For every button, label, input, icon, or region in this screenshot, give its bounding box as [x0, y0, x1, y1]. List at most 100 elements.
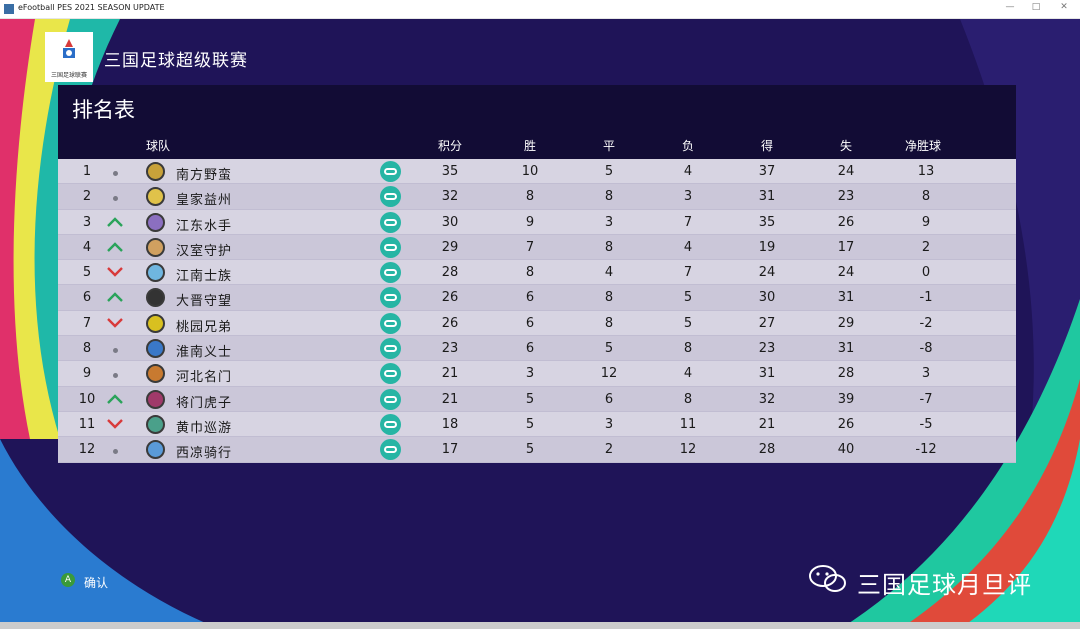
team-crest — [144, 162, 166, 181]
col-losses: 负 — [682, 139, 695, 153]
goal-difference: -2 — [919, 315, 933, 331]
goals-for: 19 — [758, 239, 776, 255]
game-screen: 三国足球联赛 三国足球超级联赛 排名表 球队 积分 胜 平 负 得 失 净胜球 … — [0, 19, 1080, 629]
goal-difference: 3 — [921, 366, 931, 382]
controller[interactable] — [380, 388, 402, 410]
trend — [102, 342, 128, 357]
wins: 8 — [525, 189, 535, 205]
goals-against: 31 — [837, 290, 855, 306]
table-row[interactable]: 10 将门虎子 21 5 6 8 32 39 -7 — [58, 386, 1016, 412]
goal-difference: -12 — [915, 442, 937, 458]
minimize-button[interactable]: — — [1005, 2, 1015, 12]
draws: 8 — [604, 189, 614, 205]
controller-icon — [380, 363, 401, 385]
table-row[interactable]: 6 大晋守望 26 6 8 5 30 31 -1 — [58, 285, 1016, 311]
controller-icon — [380, 287, 401, 309]
standings-panel: 排名表 球队 积分 胜 平 负 得 失 净胜球 1 南方野蛮 35 10 5 4 37 24 1… — [58, 85, 1016, 463]
controller[interactable] — [380, 287, 402, 309]
maximize-button[interactable]: □ — [1031, 2, 1041, 12]
window-title: eFootball PES 2021 SEASON UPDATE — [18, 3, 165, 12]
draws: 4 — [604, 265, 614, 281]
team-crest — [144, 288, 166, 308]
draws: 6 — [604, 391, 614, 407]
losses: 11 — [679, 416, 697, 432]
goals-for: 31 — [758, 189, 776, 205]
losses: 5 — [683, 315, 693, 331]
standings-rows: 1 南方野蛮 35 10 5 4 37 24 13 2 皇家益州 32 8 8 3 31 23 8 3 江东水手 30 9… — [58, 159, 1016, 463]
team-crest — [144, 313, 166, 333]
table-row[interactable]: 12 西凉骑行 17 5 2 12 28 40 -12 — [58, 437, 1016, 463]
controller[interactable] — [380, 413, 402, 435]
points: 26 — [441, 315, 459, 331]
table-row[interactable]: 4 汉室守护 29 7 8 4 19 17 2 — [58, 234, 1016, 261]
rank: 6 — [82, 290, 92, 306]
table-row[interactable]: 3 江东水手 30 9 3 7 35 26 9 — [58, 209, 1016, 235]
trend — [102, 216, 128, 232]
col-draws: 平 — [603, 139, 616, 153]
wins: 9 — [525, 214, 535, 230]
controller[interactable] — [380, 161, 402, 182]
goals-against: 26 — [837, 416, 855, 432]
col-goal-diff: 净胜球 — [905, 139, 942, 153]
goals-against: 23 — [837, 189, 855, 205]
controller[interactable] — [380, 338, 402, 360]
points: 35 — [441, 164, 459, 179]
wins: 7 — [525, 239, 535, 255]
controller[interactable] — [380, 312, 402, 334]
controller[interactable] — [380, 439, 402, 461]
wins: 5 — [525, 442, 535, 458]
controller[interactable] — [380, 211, 402, 233]
table-row[interactable]: 7 桃园兄弟 26 6 8 5 27 29 -2 — [58, 310, 1016, 337]
a-button-icon[interactable]: A — [61, 573, 75, 587]
confirm-label[interactable]: 确认 — [84, 576, 109, 590]
controller[interactable] — [380, 262, 402, 284]
controller[interactable] — [380, 186, 402, 208]
trend-same-icon — [112, 449, 118, 455]
col-points: 积分 — [438, 139, 463, 153]
team-crest — [144, 364, 166, 384]
team-crest-icon — [145, 237, 165, 257]
goals-for: 21 — [758, 416, 776, 432]
points: 21 — [441, 391, 459, 407]
team-crest-icon — [145, 414, 165, 434]
losses: 8 — [683, 341, 693, 357]
trend — [102, 190, 128, 205]
trend — [102, 266, 128, 282]
goals-for: 28 — [758, 442, 776, 458]
rank: 5 — [82, 265, 92, 281]
table-row[interactable]: 11 黄巾巡游 18 5 3 11 21 26 -5 — [58, 411, 1016, 438]
close-button[interactable]: ✕ — [1060, 2, 1068, 12]
goals-against: 29 — [837, 315, 855, 331]
controller[interactable] — [380, 236, 402, 258]
table-row[interactable]: 8 淮南义士 23 6 5 8 23 31 -8 — [58, 336, 1016, 362]
table-row[interactable]: 5 江南士族 28 8 4 7 24 24 0 — [58, 260, 1016, 286]
team-name: 桃园兄弟 — [176, 319, 233, 335]
losses: 7 — [683, 265, 693, 281]
team-crest — [144, 237, 166, 257]
rank: 11 — [78, 416, 96, 432]
window-titlebar: eFootball PES 2021 SEASON UPDATE — □ ✕ — [0, 0, 1080, 19]
draws: 3 — [604, 416, 614, 432]
draws: 5 — [604, 341, 614, 357]
table-row[interactable]: 9 河北名门 21 3 12 4 31 28 3 — [58, 361, 1016, 387]
team-crest — [144, 389, 166, 409]
rank: 1 — [82, 164, 92, 179]
table-row[interactable]: 2 皇家益州 32 8 8 3 31 23 8 — [58, 184, 1016, 210]
goal-difference: -1 — [919, 290, 933, 306]
controller-icon — [380, 236, 401, 258]
standings-header: 排名表 球队 积分 胜 平 负 得 失 净胜球 — [58, 85, 1016, 159]
wechat-icon — [809, 565, 846, 592]
controller-icon — [380, 439, 401, 461]
background-decoration — [0, 19, 1080, 629]
goal-difference: 0 — [921, 265, 931, 281]
goals-against: 17 — [837, 239, 855, 255]
team-crest — [144, 440, 166, 460]
controller[interactable] — [380, 363, 402, 385]
wins: 5 — [525, 391, 535, 407]
table-row[interactable]: 1 南方野蛮 35 10 5 4 37 24 13 — [58, 159, 1016, 185]
trend — [102, 443, 128, 458]
rank: 12 — [78, 442, 96, 458]
trend-same-icon — [112, 348, 118, 354]
points: 23 — [441, 341, 459, 357]
trend-up-icon — [107, 393, 123, 404]
